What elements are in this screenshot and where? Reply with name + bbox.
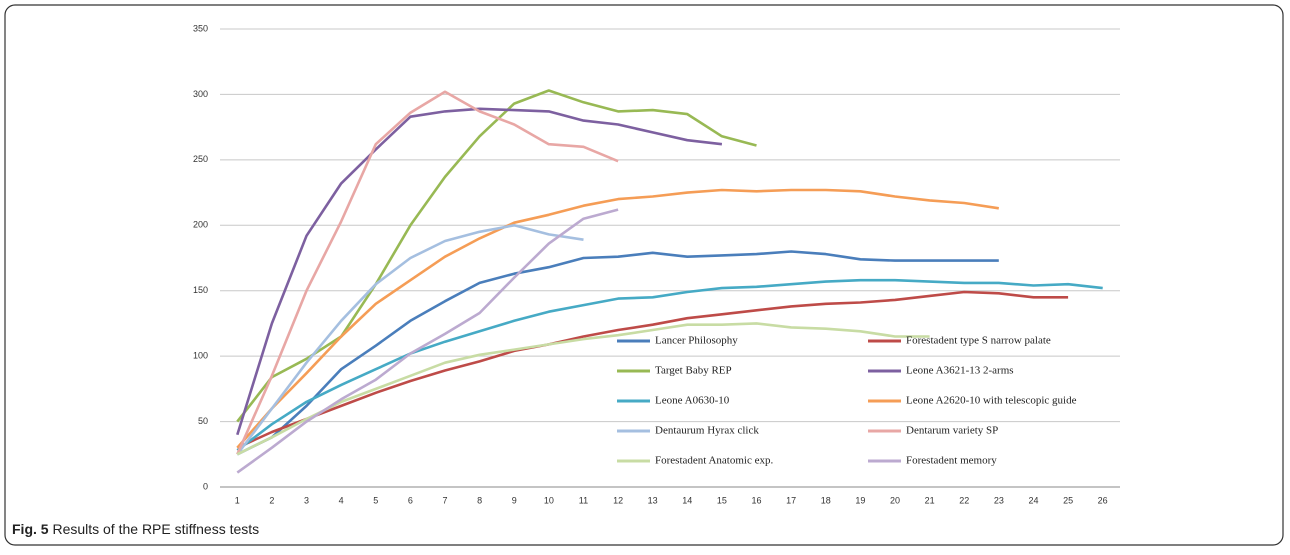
x-tick-label: 7 xyxy=(442,495,447,505)
y-tick-label: 250 xyxy=(193,154,208,164)
y-tick-label: 100 xyxy=(193,351,208,361)
legend-label: Target Baby REP xyxy=(655,365,732,377)
y-tick-label: 0 xyxy=(203,481,208,491)
y-tick-label: 50 xyxy=(198,416,208,426)
x-tick-label: 8 xyxy=(477,495,482,505)
x-tick-label: 14 xyxy=(682,495,692,505)
x-tick-label: 25 xyxy=(1063,495,1073,505)
x-tick-label: 26 xyxy=(1098,495,1108,505)
series-line xyxy=(236,208,619,474)
y-tick-label: 350 xyxy=(193,23,208,33)
series-line xyxy=(236,107,723,436)
x-tick-label: 24 xyxy=(1028,495,1038,505)
y-tick-label: 150 xyxy=(193,285,208,295)
x-tick-label: 20 xyxy=(890,495,900,505)
x-tick-label: 12 xyxy=(613,495,623,505)
x-tick-label: 5 xyxy=(373,495,378,505)
x-tick-label: 16 xyxy=(752,495,762,505)
legend-label: Leone A0630-10 xyxy=(655,395,730,407)
legend-label: Dentarum variety SP xyxy=(906,425,998,437)
x-tick-label: 1 xyxy=(235,495,240,505)
x-tick-label: 6 xyxy=(408,495,413,505)
x-tick-label: 21 xyxy=(925,495,935,505)
series-line xyxy=(236,290,1069,449)
series-line xyxy=(236,188,999,449)
series-line xyxy=(236,278,1103,452)
legend-label: Forestadent Anatomic exp. xyxy=(655,455,773,467)
legend-label: Leone A3621-13 2-arms xyxy=(906,365,1014,377)
x-tick-label: 9 xyxy=(512,495,517,505)
frame xyxy=(4,4,1284,546)
legend-label: Lancer Philosophy xyxy=(655,335,738,347)
x-tick-label: 23 xyxy=(994,495,1004,505)
caption-text: Results of the RPE stiffness tests xyxy=(52,521,259,537)
series-line xyxy=(236,89,757,423)
series-line xyxy=(236,250,999,456)
x-tick-label: 19 xyxy=(855,495,865,505)
x-tick-label: 15 xyxy=(717,495,727,505)
x-tick-label: 3 xyxy=(304,495,309,505)
x-tick-label: 22 xyxy=(959,495,969,505)
series-line xyxy=(236,322,930,456)
x-tick-label: 2 xyxy=(269,495,274,505)
x-tick-label: 10 xyxy=(544,495,554,505)
legend-label: Forestadent memory xyxy=(906,455,997,467)
x-tick-label: 11 xyxy=(579,495,588,505)
x-tick-label: 17 xyxy=(786,495,796,505)
legend-label: Dentaurum Hyrax click xyxy=(655,425,759,437)
caption: Fig. 5 Results of the RPE stiffness test… xyxy=(12,521,259,537)
legend-label: Leone A2620-10 with telescopic guide xyxy=(906,395,1077,407)
y-tick-label: 200 xyxy=(193,220,208,230)
x-tick-label: 4 xyxy=(339,495,344,505)
x-tick-label: 18 xyxy=(821,495,831,505)
caption-label: Fig. 5 xyxy=(12,521,49,537)
series-line xyxy=(236,90,619,455)
y-tick-label: 300 xyxy=(193,89,208,99)
legend-label: Forestadent type S narrow palate xyxy=(906,335,1051,347)
x-tick-label: 13 xyxy=(648,495,658,505)
series-line xyxy=(236,224,584,456)
